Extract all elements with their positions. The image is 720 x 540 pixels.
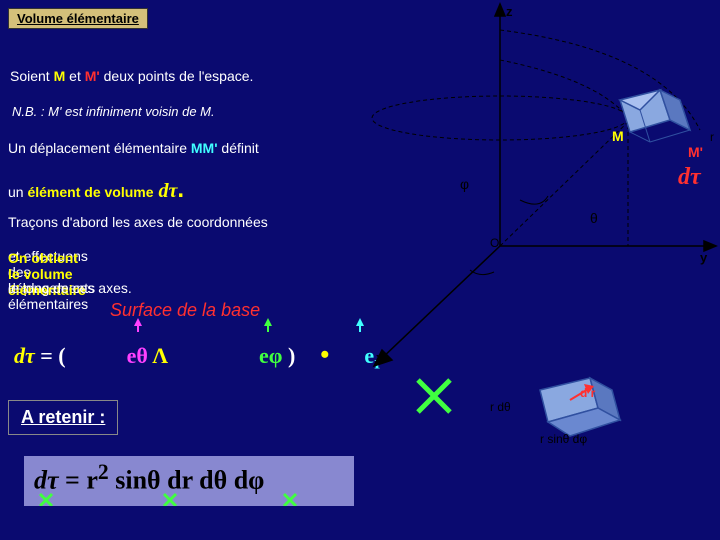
theta-arc [520,196,548,204]
lbl-rdth: r dθ [490,400,511,414]
green-cross-icon [418,380,450,412]
lbl-M: M [612,128,624,144]
lbl-rsin: r sinθ dφ [540,432,587,446]
lbl-O: O [490,236,499,250]
lbl-x: x [376,350,383,365]
r-line [500,120,630,246]
lbl-y: y [700,250,707,265]
axes [374,4,716,366]
lbl-theta: θ [590,210,598,226]
lbl-z: z [506,4,513,19]
diagram-3d [0,0,720,540]
lbl-dtau3d: dτ [678,164,701,191]
volume-cube [620,90,690,142]
lbl-phi: φ [460,176,469,192]
lbl-Mp: M' [688,144,703,160]
lbl-r: r [710,130,714,144]
guides [372,30,700,246]
lbl-dr: d r [580,386,595,400]
